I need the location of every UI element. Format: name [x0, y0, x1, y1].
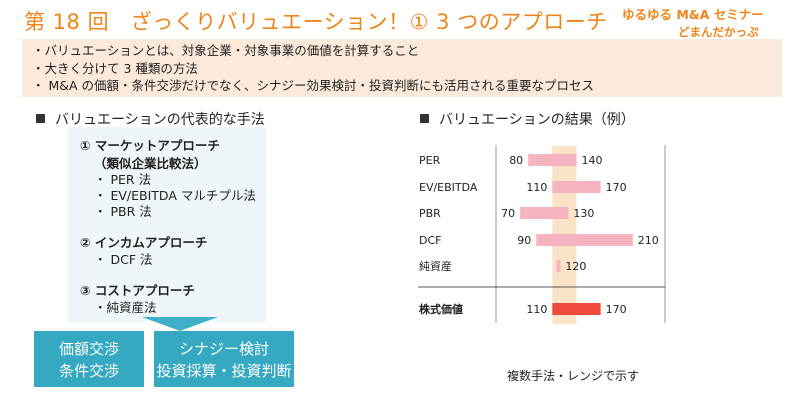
- methods-panel: [68, 127, 266, 322]
- market-approach-subtitle: （類似企業比較法）: [94, 156, 207, 171]
- cost-approach-title: ③ コストアプローチ: [80, 283, 195, 298]
- box-line: シナジー検討: [178, 340, 269, 358]
- down-arrow-icon: [142, 317, 218, 331]
- negotiation-box: 価額交渉 条件交渉: [34, 331, 144, 387]
- category-label: DCF: [419, 234, 441, 247]
- data-label-low: 110: [526, 181, 547, 194]
- investment-box: シナジー検討 投資採算・投資判断: [154, 331, 294, 387]
- data-label-low: 110: [526, 303, 547, 316]
- data-label-high: 170: [606, 181, 627, 194]
- method-item: ・ PBR 法: [94, 204, 152, 219]
- summary-line: ・ M&A の価額・条件交渉だけでなく、シナジー効果検討・投資判断にも活用される…: [32, 78, 595, 93]
- bullet-square-icon: [420, 114, 429, 123]
- category-label: PER: [419, 154, 441, 167]
- box-line: 価額交渉: [58, 340, 119, 358]
- range-bar: [556, 260, 561, 272]
- category-label: PBR: [419, 207, 441, 220]
- range-bar: [536, 234, 633, 246]
- income-approach-title: ② インカムアプローチ: [80, 235, 208, 250]
- range-bar: [520, 207, 569, 219]
- summary-box: ・バリュエーションとは、対象企業・対象事業の価値を計算すること ・大きく分けて …: [22, 39, 782, 97]
- data-label-low: 70: [501, 207, 515, 220]
- box-line: 条件交渉: [58, 362, 119, 380]
- method-item: ・ DCF 法: [94, 252, 153, 267]
- bullet-square-icon: [36, 114, 45, 123]
- market-approach-title: ① マーケットアプローチ: [80, 138, 220, 153]
- page-title: 第 18 回 ざっくりバリュエーション！① 3 つのアプローチ: [24, 10, 608, 34]
- category-label: EV/EBITDA: [419, 181, 478, 194]
- box-line: 投資採算・投資判断: [156, 362, 292, 380]
- chart-caption: 複数手法・レンジで示す: [507, 369, 640, 383]
- data-label-high: 170: [606, 303, 627, 316]
- category-label: 株式価値: [419, 302, 463, 316]
- data-label-high: 130: [573, 207, 594, 220]
- data-label-high: 120: [565, 260, 586, 273]
- brand-author: どまんだかっぷ: [678, 25, 759, 39]
- data-label-low: 90: [517, 234, 531, 247]
- highlight-band: [552, 146, 577, 324]
- results-heading-text: バリュエーションの結果（例）: [439, 112, 635, 128]
- methods-heading-text: バリュエーションの代表的な手法: [55, 112, 265, 128]
- summary-line: ・大きく分けて 3 種類の方法: [32, 60, 198, 76]
- brand-name: ゆるゆる M&A セミナー: [622, 7, 764, 22]
- result-range-bar: [552, 303, 601, 315]
- data-label-high: 210: [638, 234, 659, 247]
- method-item: ・ PER 法: [94, 172, 152, 187]
- methods-heading: バリュエーションの代表的な手法: [36, 109, 265, 129]
- summary-line: ・バリュエーションとは、対象企業・対象事業の価値を計算すること: [32, 43, 420, 58]
- data-label-low: 80: [509, 154, 523, 167]
- method-item: ・純資産法: [94, 300, 157, 315]
- results-heading: バリュエーションの結果（例）: [420, 109, 635, 129]
- method-item: ・ EV/EBITDA マルチプル法: [94, 188, 256, 203]
- category-label: 純資産: [419, 260, 452, 273]
- range-bar: [552, 181, 601, 193]
- range-bar: [528, 154, 577, 166]
- data-label-high: 140: [581, 154, 602, 167]
